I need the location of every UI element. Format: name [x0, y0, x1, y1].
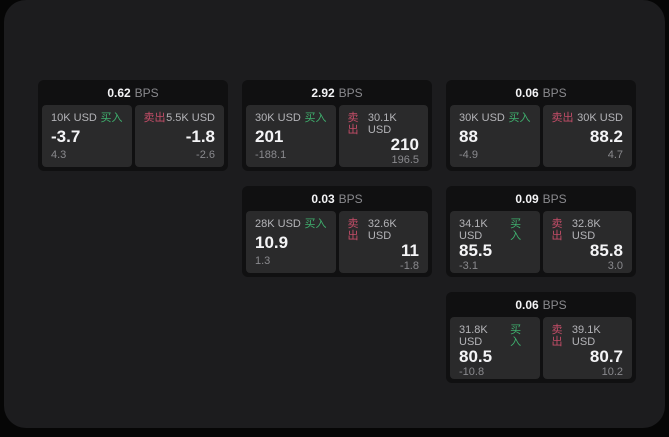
buy-tile[interactable]: 10K USD 买入 -3.7 4.3 [42, 105, 132, 167]
sell-price: 88.2 [589, 126, 623, 146]
quote-card: 2.92 BPS 30K USD 买入 201 -188.1 卖出 30.1K … [242, 80, 432, 171]
quote-card: 0.62 BPS 10K USD 买入 -3.7 4.3 卖出 5.5K USD… [38, 80, 228, 171]
buy-label: 买入 [510, 218, 522, 242]
buy-label: 买入 [508, 112, 531, 124]
quote-card: 0.03 BPS 28K USD 买入 10.9 1.3 卖出 32.6K US… [242, 186, 432, 277]
sell-delta: 196.5 [391, 154, 419, 166]
bps-value: 2.92 [311, 85, 335, 100]
buy-delta: -10.8 [459, 366, 485, 378]
buy-amount: 30K USD [255, 112, 301, 124]
bps-header: 0.06 BPS [446, 292, 636, 317]
sell-tile[interactable]: 卖出 39.1K USD 80.7 10.2 [542, 317, 632, 379]
sell-label: 卖出 [347, 112, 359, 136]
sell-amount: 32.6K USD [367, 218, 397, 242]
quote-card: 0.09 BPS 34.1K USD 买入 85.5 -3.1 卖出 32.8K… [446, 186, 636, 277]
sell-label: 卖出 [551, 324, 563, 348]
sell-amount: 5.5K USD [166, 112, 215, 124]
sell-delta: 3.0 [607, 260, 623, 272]
sell-delta: -2.6 [196, 149, 215, 161]
quote-card: 0.06 BPS 31.8K USD 买入 80.5 -10.8 卖出 39.1… [446, 292, 636, 383]
buy-amount: 34.1K USD [459, 218, 488, 242]
buy-label: 买入 [100, 112, 123, 124]
sell-price: 85.8 [589, 241, 623, 260]
sell-tile[interactable]: 卖出 32.8K USD 85.8 3.0 [542, 211, 632, 273]
buy-delta: -188.1 [255, 149, 287, 161]
buy-delta: -3.1 [459, 260, 478, 272]
buy-tile[interactable]: 30K USD 买入 88 -4.9 [450, 105, 540, 167]
sell-tile[interactable]: 卖出 30K USD 88.2 4.7 [542, 105, 632, 167]
buy-price: -3.7 [51, 126, 81, 146]
sell-price: -1.8 [185, 126, 215, 146]
sell-price: 210 [390, 135, 419, 154]
sell-amount: 32.8K USD [571, 218, 601, 242]
buy-price: 10.9 [255, 232, 289, 252]
sell-label: 卖出 [551, 112, 574, 124]
bps-header: 0.03 BPS [242, 186, 432, 211]
buy-tile[interactable]: 34.1K USD 买入 85.5 -3.1 [450, 211, 540, 273]
bps-header: 2.92 BPS [242, 80, 432, 105]
bps-unit-label: BPS [338, 85, 363, 100]
buy-price: 85.5 [459, 241, 493, 260]
bps-header: 0.62 BPS [38, 80, 228, 105]
buy-delta: 4.3 [51, 149, 67, 161]
buy-tile[interactable]: 28K USD 买入 10.9 1.3 [246, 211, 336, 273]
sell-label: 卖出 [143, 112, 166, 124]
sell-delta: -1.8 [400, 260, 419, 272]
main-panel: 0.62 BPS 10K USD 买入 -3.7 4.3 卖出 5.5K USD… [4, 0, 665, 428]
sell-tile[interactable]: 卖出 32.6K USD 11 -1.8 [338, 211, 428, 273]
buy-tile[interactable]: 30K USD 买入 201 -188.1 [246, 105, 336, 167]
sell-tile[interactable]: 卖出 5.5K USD -1.8 -2.6 [134, 105, 224, 167]
sell-delta: 10.2 [601, 366, 623, 378]
buy-price: 80.5 [459, 347, 493, 366]
buy-price: 88 [459, 126, 478, 146]
sell-amount: 30.1K USD [367, 112, 397, 136]
bps-header: 0.06 BPS [446, 80, 636, 105]
buy-delta: -4.9 [459, 149, 478, 161]
buy-label: 买入 [304, 218, 327, 230]
bps-value: 0.06 [515, 297, 539, 312]
bps-unit-label: BPS [542, 191, 567, 206]
sell-label: 卖出 [347, 218, 359, 242]
sell-amount: 39.1K USD [571, 324, 601, 348]
sell-delta: 4.7 [607, 149, 623, 161]
sell-tile[interactable]: 卖出 30.1K USD 210 196.5 [338, 105, 428, 167]
sell-price: 80.7 [589, 347, 623, 366]
buy-tile[interactable]: 31.8K USD 买入 80.5 -10.8 [450, 317, 540, 379]
buy-amount: 10K USD [51, 112, 97, 124]
buy-price: 201 [255, 126, 284, 146]
buy-amount: 30K USD [459, 112, 505, 124]
bps-unit-label: BPS [134, 85, 159, 100]
sell-price: 11 [401, 241, 419, 260]
bps-unit-label: BPS [542, 297, 567, 312]
bps-value: 0.06 [515, 85, 539, 100]
bps-value: 0.03 [311, 191, 335, 206]
quote-card: 0.06 BPS 30K USD 买入 88 -4.9 卖出 30K USD 8… [446, 80, 636, 171]
sell-amount: 30K USD [577, 112, 623, 124]
bps-value: 0.62 [107, 85, 131, 100]
buy-label: 买入 [510, 324, 522, 348]
sell-label: 卖出 [551, 218, 563, 242]
buy-amount: 28K USD [255, 218, 301, 230]
bps-header: 0.09 BPS [446, 186, 636, 211]
bps-value: 0.09 [515, 191, 539, 206]
bps-unit-label: BPS [338, 191, 363, 206]
buy-label: 买入 [304, 112, 327, 124]
buy-amount: 31.8K USD [459, 324, 488, 348]
buy-delta: 1.3 [255, 255, 271, 267]
bps-unit-label: BPS [542, 85, 567, 100]
